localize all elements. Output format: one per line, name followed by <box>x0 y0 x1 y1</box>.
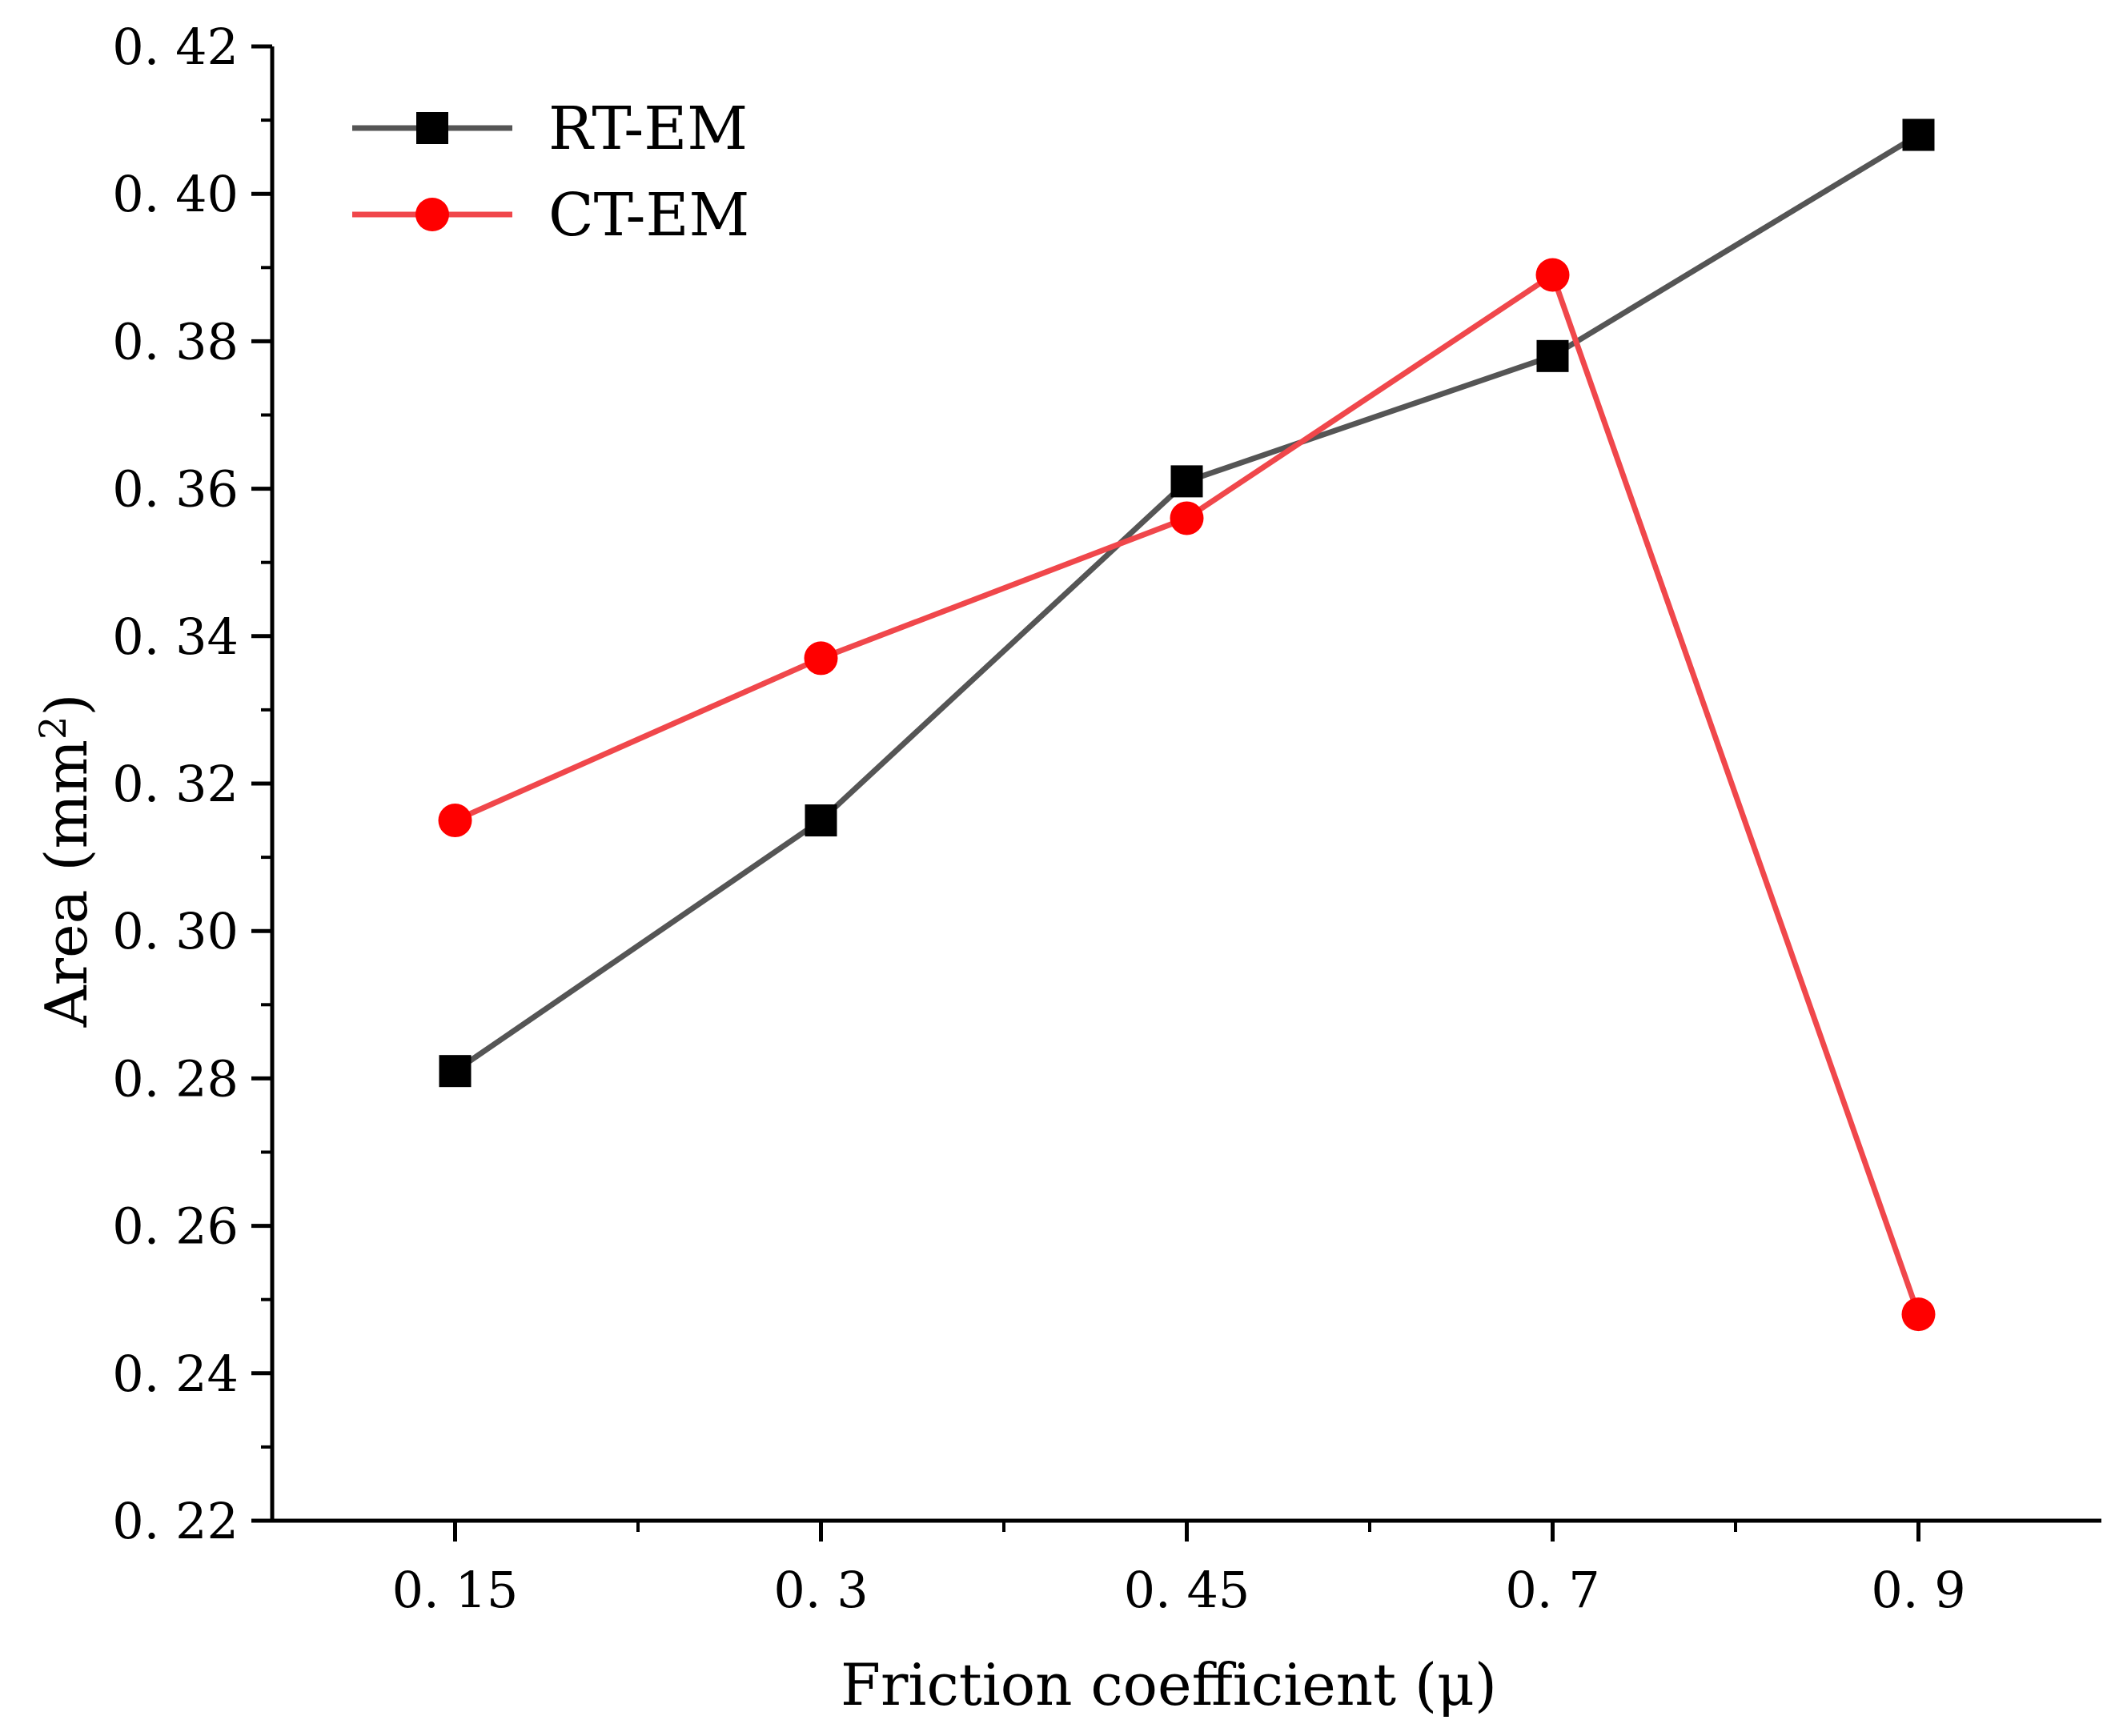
y-tick-label: 0. 32 <box>112 755 239 813</box>
y-axis-title-main: Area (mm <box>33 740 100 1028</box>
data-point <box>1535 258 1570 292</box>
x-tick-label: 0. 45 <box>1124 1561 1250 1619</box>
y-tick-label: 0. 34 <box>112 607 239 666</box>
y-tick-label: 0. 22 <box>112 1492 239 1550</box>
x-tick-label: 0. 9 <box>1871 1561 1965 1619</box>
y-tick-label: 0. 38 <box>112 312 239 371</box>
legend-marker <box>415 198 449 231</box>
x-tick-label: 0. 3 <box>773 1561 868 1619</box>
series-rt-em <box>439 118 1935 1088</box>
data-point <box>439 1055 472 1088</box>
axes: 0. 22 0. 24 0. 26 0. 28 0. 30 0. 32 0. 34 0. 36… <box>112 18 2101 1619</box>
data-point <box>1170 465 1203 498</box>
y-tick-label: 0. 36 <box>112 460 239 519</box>
data-point <box>438 804 472 838</box>
y-axis-title: Area (mm2) <box>31 694 100 1028</box>
data-point <box>804 641 838 676</box>
series-layer <box>438 118 1936 1332</box>
legend-label: RT-EM <box>548 94 748 163</box>
y-tick-label: 0. 40 <box>112 165 239 223</box>
series-line <box>453 132 1920 1074</box>
data-point <box>1902 118 1935 151</box>
y-tick-label: 0. 42 <box>112 18 239 76</box>
legend-marker <box>416 112 448 144</box>
y-tick-label: 0. 24 <box>112 1345 239 1403</box>
legend-item: RT-EM <box>352 94 748 163</box>
data-point <box>1170 501 1204 535</box>
x-tick-label: 0. 15 <box>392 1561 519 1619</box>
legend-item: CT-EM <box>352 181 749 250</box>
x-tick-label: 0. 7 <box>1505 1561 1599 1619</box>
legend: RT-EM CT-EM <box>352 94 749 250</box>
legend-label: CT-EM <box>548 181 749 250</box>
data-point <box>1536 339 1569 372</box>
data-point <box>805 804 837 837</box>
data-point <box>1901 1297 1936 1332</box>
y-tick-label: 0. 26 <box>112 1197 239 1256</box>
series-line <box>454 271 1921 1316</box>
y-tick-label: 0. 30 <box>112 902 239 960</box>
y-axis-title-close: ) <box>33 694 100 716</box>
y-tick-label: 0. 28 <box>112 1049 239 1108</box>
series-ct-em <box>438 258 1936 1332</box>
x-axis-title: Friction coefficient (μ) <box>841 1651 1497 1718</box>
y-axis-title-sup: 2 <box>31 716 74 740</box>
